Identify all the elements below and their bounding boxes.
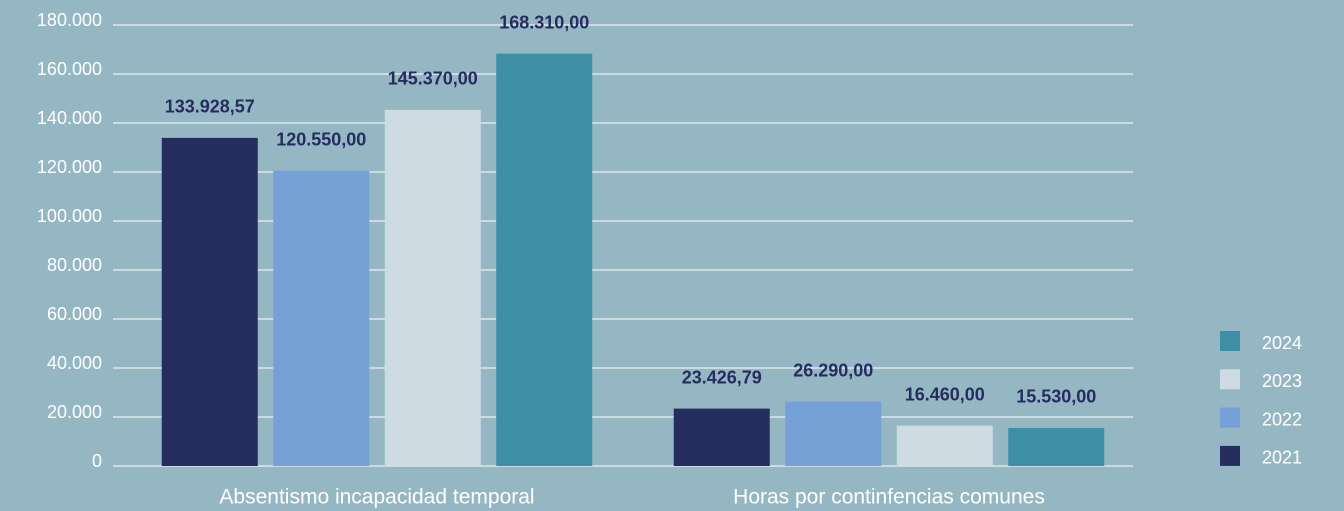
bar bbox=[673, 408, 770, 466]
bar bbox=[496, 53, 593, 466]
value-label: 16.460,00 bbox=[905, 384, 985, 404]
y-tick-label: 140.000 bbox=[37, 108, 102, 128]
legend-swatch bbox=[1220, 445, 1240, 466]
legend-label: 2024 bbox=[1262, 333, 1302, 353]
y-tick-label: 0 bbox=[92, 451, 102, 471]
legend-label: 2021 bbox=[1262, 448, 1302, 468]
y-tick-label: 100.000 bbox=[37, 206, 102, 226]
y-tick-label: 60.000 bbox=[47, 304, 102, 324]
value-label: 15.530,00 bbox=[1016, 387, 1096, 407]
y-tick-label: 160.000 bbox=[37, 59, 102, 79]
x-tick-label: Absentismo incapacidad temporal bbox=[219, 486, 534, 509]
bar bbox=[161, 137, 258, 466]
legend-swatch bbox=[1220, 407, 1240, 428]
legend-swatch bbox=[1220, 331, 1240, 351]
bar bbox=[273, 170, 370, 466]
value-label: 168.310,00 bbox=[499, 12, 589, 32]
bar bbox=[384, 109, 481, 466]
y-tick-label: 40.000 bbox=[47, 353, 102, 373]
y-tick-label: 180.000 bbox=[37, 10, 102, 30]
y-tick-label: 20.000 bbox=[47, 402, 102, 422]
y-tick-label: 120.000 bbox=[37, 157, 102, 177]
value-label: 145.370,00 bbox=[388, 69, 478, 89]
y-tick-label: 80.000 bbox=[47, 255, 102, 275]
value-label: 26.290,00 bbox=[793, 360, 873, 380]
bar bbox=[785, 401, 882, 466]
value-label: 23.426,79 bbox=[682, 367, 762, 387]
legend-label: 2023 bbox=[1262, 371, 1302, 391]
value-label: 120.550,00 bbox=[276, 129, 366, 149]
x-tick-label: Horas por continfencias comunes bbox=[733, 486, 1045, 509]
value-label: 133.928,57 bbox=[165, 97, 255, 117]
bar bbox=[896, 425, 993, 466]
bar bbox=[1008, 427, 1105, 466]
legend-swatch bbox=[1220, 369, 1240, 390]
legend-label: 2022 bbox=[1262, 409, 1302, 429]
